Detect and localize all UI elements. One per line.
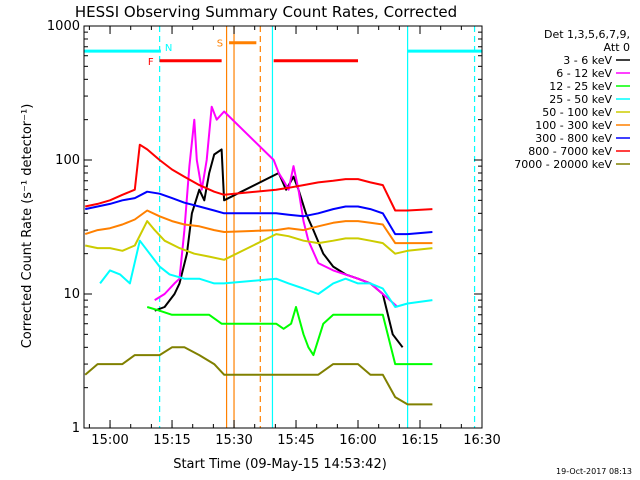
- axes: 1 10 100 1000 15:00 15:15 15:30 15:45 16:00 16:15…: [47, 19, 501, 448]
- flag-label-0: F: [148, 57, 154, 68]
- footer-timestamp: 19-Oct-2017 08:13: [556, 467, 632, 476]
- legend-entry-3: 25 - 50 keV: [549, 93, 612, 106]
- legend-entry-6: 300 - 800 keV: [535, 132, 612, 145]
- flag-label-1: S: [217, 39, 223, 50]
- x-tick-label-5: 16:15: [401, 433, 438, 448]
- plot-frame: [83, 25, 483, 429]
- series-line-1: [154, 105, 399, 308]
- legend-entry-1: 6 - 12 keV: [556, 67, 612, 80]
- x-tick-label-1: 15:15: [153, 433, 190, 448]
- series-line-5: [84, 209, 433, 245]
- series-line-4: [84, 220, 433, 261]
- series-line-3: [99, 239, 433, 308]
- x-tick-label-4: 16:00: [339, 433, 376, 448]
- y-tick-label-1: 10: [63, 287, 80, 302]
- series-line-2: [146, 306, 433, 366]
- legend-entry-7: 800 - 7000 keV: [528, 145, 612, 158]
- x-axis-label: Start Time (09-May-15 14:53:42): [173, 457, 387, 472]
- x-tick-label-3: 15:45: [277, 433, 314, 448]
- legend-entry-0: 3 - 6 keV: [563, 54, 612, 67]
- chart-title: HESSI Observing Summary Count Rates, Cor…: [75, 3, 457, 21]
- legend-header-1: Att 0: [604, 41, 630, 54]
- y-tick-label-2: 100: [55, 153, 80, 168]
- legend-entry-8: 7000 - 20000 keV: [514, 158, 612, 171]
- series-line-8: [84, 346, 433, 406]
- plot-area: F S N: [84, 26, 482, 428]
- legend-header-0: Det 1,3,5,6,7,9,: [544, 28, 630, 41]
- y-tick-label-3: 1000: [47, 19, 80, 34]
- series-line-7: [84, 143, 433, 212]
- series-line-6: [84, 190, 433, 236]
- x-tick-label-0: 15:00: [91, 433, 128, 448]
- legend-entry-2: 12 - 25 keV: [549, 80, 612, 93]
- x-tick-label-2: 15:30: [215, 433, 252, 448]
- y-axis-label: Corrected Count Rate (s⁻¹ detector⁻¹): [20, 104, 35, 349]
- flag-label-2: N: [165, 43, 172, 54]
- legend-entry-4: 50 - 100 keV: [542, 106, 612, 119]
- legend-entry-5: 100 - 300 keV: [535, 119, 612, 132]
- x-tick-label-6: 16:30: [463, 433, 500, 448]
- y-tick-label-0: 1: [72, 421, 80, 436]
